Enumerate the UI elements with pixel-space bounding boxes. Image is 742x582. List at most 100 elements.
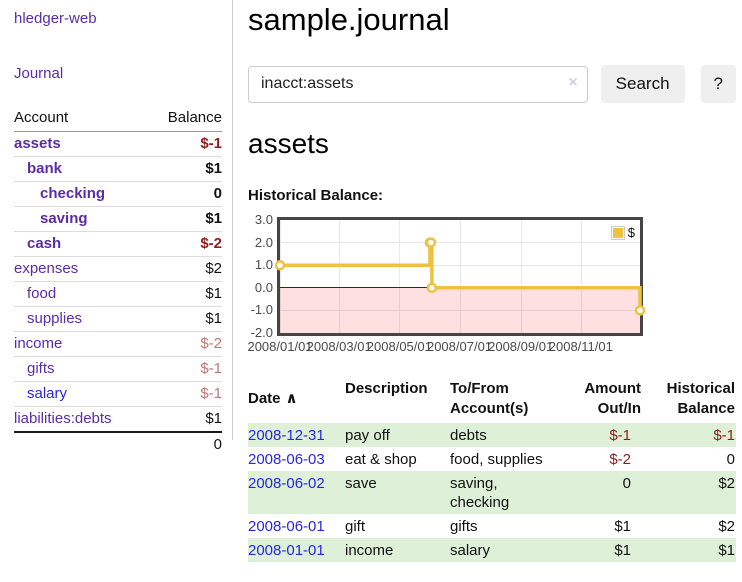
- register-cell-balance: $2: [718, 518, 735, 535]
- search-box: ×: [248, 65, 588, 103]
- x-axis-tick-label: 2008/11/01: [548, 339, 613, 354]
- x-axis-tick-label: 2008/03/01: [306, 339, 372, 354]
- sidebar: hledger-web Journal Account Balance asse…: [0, 0, 233, 453]
- account-link-gifts[interactable]: gifts: [27, 360, 55, 377]
- chart-gridline: [280, 264, 640, 266]
- account-row: cash $-2: [14, 232, 222, 257]
- register-cell-date: 2008-06-01: [248, 514, 345, 538]
- transaction-date-link[interactable]: 2008-06-01: [248, 518, 325, 535]
- account-link-food[interactable]: food: [27, 285, 57, 302]
- account-link-expenses[interactable]: expenses: [14, 260, 79, 277]
- search-input[interactable]: [248, 65, 588, 103]
- account-link-bank[interactable]: bank: [27, 160, 63, 177]
- account-balance: $1: [205, 310, 222, 327]
- account-balance: $-1: [200, 385, 222, 402]
- account-balance: $1: [205, 210, 222, 227]
- register-cell-amount: $-2: [609, 451, 631, 468]
- register-cell-amount: $-1: [609, 427, 631, 444]
- register-cell-accounts: salary: [450, 542, 491, 559]
- account-link-cash[interactable]: cash: [27, 235, 62, 252]
- search-button[interactable]: Search: [600, 65, 685, 103]
- account-link-salary[interactable]: salary: [27, 385, 68, 402]
- account-balance: $1: [205, 410, 222, 427]
- account-balance: $-2: [200, 335, 222, 352]
- account-link-assets[interactable]: assets: [14, 135, 61, 152]
- x-axis-tick-label: 2008/01/01: [247, 339, 313, 354]
- transaction-date-link[interactable]: 2008-06-02: [248, 475, 325, 492]
- accounts-total-row: 0: [14, 431, 222, 457]
- account-row: income $-2: [14, 332, 222, 357]
- transaction-date-link[interactable]: 2008-06-03: [248, 451, 325, 468]
- account-row: supplies $1: [14, 307, 222, 332]
- negative-region: [280, 287, 640, 333]
- account-link-supplies[interactable]: supplies: [27, 310, 83, 327]
- balance-series-line: [274, 237, 646, 316]
- sidebar-item-journal[interactable]: Journal: [14, 65, 64, 82]
- chart-gridline: [280, 220, 281, 333]
- register-header-amount: Amount Out/In: [584, 380, 641, 417]
- register-cell-date: 2008-12-31: [248, 423, 345, 447]
- y-axis-tick-label: -1.0: [250, 302, 273, 318]
- search-help-button[interactable]: ?: [700, 65, 736, 103]
- register-row: 2008-06-03 eat & shop food, supplies $-2 0: [248, 447, 736, 471]
- chart-gridline: [459, 220, 461, 333]
- account-link-saving[interactable]: saving: [40, 210, 88, 227]
- transaction-date-link[interactable]: 2008-01-01: [248, 542, 325, 559]
- chart-gridline: [280, 242, 640, 244]
- register-cell-description: save: [345, 475, 377, 492]
- x-axis-tick-label: 2008/05/01: [366, 339, 432, 354]
- clear-search-icon[interactable]: ×: [568, 73, 578, 91]
- register-row: 2008-01-01 income salary $1 $1: [248, 538, 736, 562]
- y-axis-tick-label: 1.0: [254, 257, 273, 273]
- y-axis-tick-label: 3.0: [254, 212, 273, 227]
- account-row: saving $1: [14, 207, 222, 232]
- account-row: expenses $2: [14, 257, 222, 282]
- x-axis-tick-label: 2008/07/01: [426, 339, 493, 354]
- main-content: sample.journal × Search ? assets Histori…: [247, 0, 736, 562]
- account-row: liabilities:debts $1: [14, 407, 222, 431]
- y-axis-tick-label: 2.0: [254, 234, 273, 250]
- register-header-description: Description: [345, 380, 428, 397]
- register-row: 2008-06-02 save saving, checking 0 $2: [248, 471, 736, 514]
- chart-gridline: [399, 220, 401, 333]
- account-link-income[interactable]: income: [14, 335, 63, 352]
- register-cell-amount: 0: [622, 475, 631, 492]
- register-cell-description: eat & shop: [345, 451, 417, 468]
- chart-plot[interactable]: $: [274, 217, 646, 336]
- register-cell-accounts: food, supplies: [450, 451, 543, 468]
- account-row: food $1: [14, 282, 222, 307]
- register-cell-balance: $2: [718, 475, 735, 492]
- app-brand-link[interactable]: hledger-web: [14, 10, 97, 27]
- register-row: 2008-12-31 pay off debts $-1 $-1: [248, 423, 736, 447]
- account-link-checking[interactable]: checking: [40, 185, 106, 202]
- x-axis-tick-label: 2008/09/01: [488, 339, 554, 354]
- account-row: checking 0: [14, 182, 222, 207]
- register-cell-description: pay off: [345, 427, 390, 444]
- account-link-liabilities-debts[interactable]: liabilities:debts: [14, 410, 112, 427]
- account-balance: $2: [205, 260, 222, 277]
- accounts-table: Account Balance assets $-1 bank $1 checking 0…: [14, 107, 222, 457]
- account-heading: assets: [248, 128, 329, 159]
- accounts-table-body: assets $-1 bank $1 checking 0 saving $1 cash $-2 e…: [14, 132, 222, 431]
- historical-balance-chart: $ 2008/01/01 2008/03/01 2008/05/01 2008/07/…: [247, 211, 736, 359]
- accounts-table-header: Account Balance: [14, 107, 222, 132]
- register-cell-date: 2008-06-02: [248, 471, 345, 514]
- account-row: assets $-1: [14, 132, 222, 157]
- account-balance: $-1: [200, 135, 222, 152]
- chart-gridline: [339, 220, 341, 333]
- register-row: 2008-06-01 gift gifts $1 $2: [248, 514, 736, 538]
- accounts-total-value: 0: [213, 436, 222, 453]
- register-cell-balance: $-1: [713, 427, 735, 444]
- register-cell-accounts: saving, checking: [450, 475, 510, 511]
- register-header-date: Date ∧: [248, 378, 345, 420]
- transaction-date-link[interactable]: 2008-12-31: [248, 427, 325, 444]
- search-form: × Search ?: [248, 65, 736, 103]
- legend-series-label: $: [627, 225, 635, 240]
- register-header-accounts: To/From Account(s): [450, 380, 529, 417]
- register-cell-date: 2008-01-01: [248, 538, 345, 562]
- chart-legend: $: [608, 224, 637, 241]
- register-cell-date: 2008-06-03: [248, 447, 345, 471]
- y-axis-tick-label: -2.0: [250, 325, 273, 340]
- chart-gridline: [280, 309, 640, 311]
